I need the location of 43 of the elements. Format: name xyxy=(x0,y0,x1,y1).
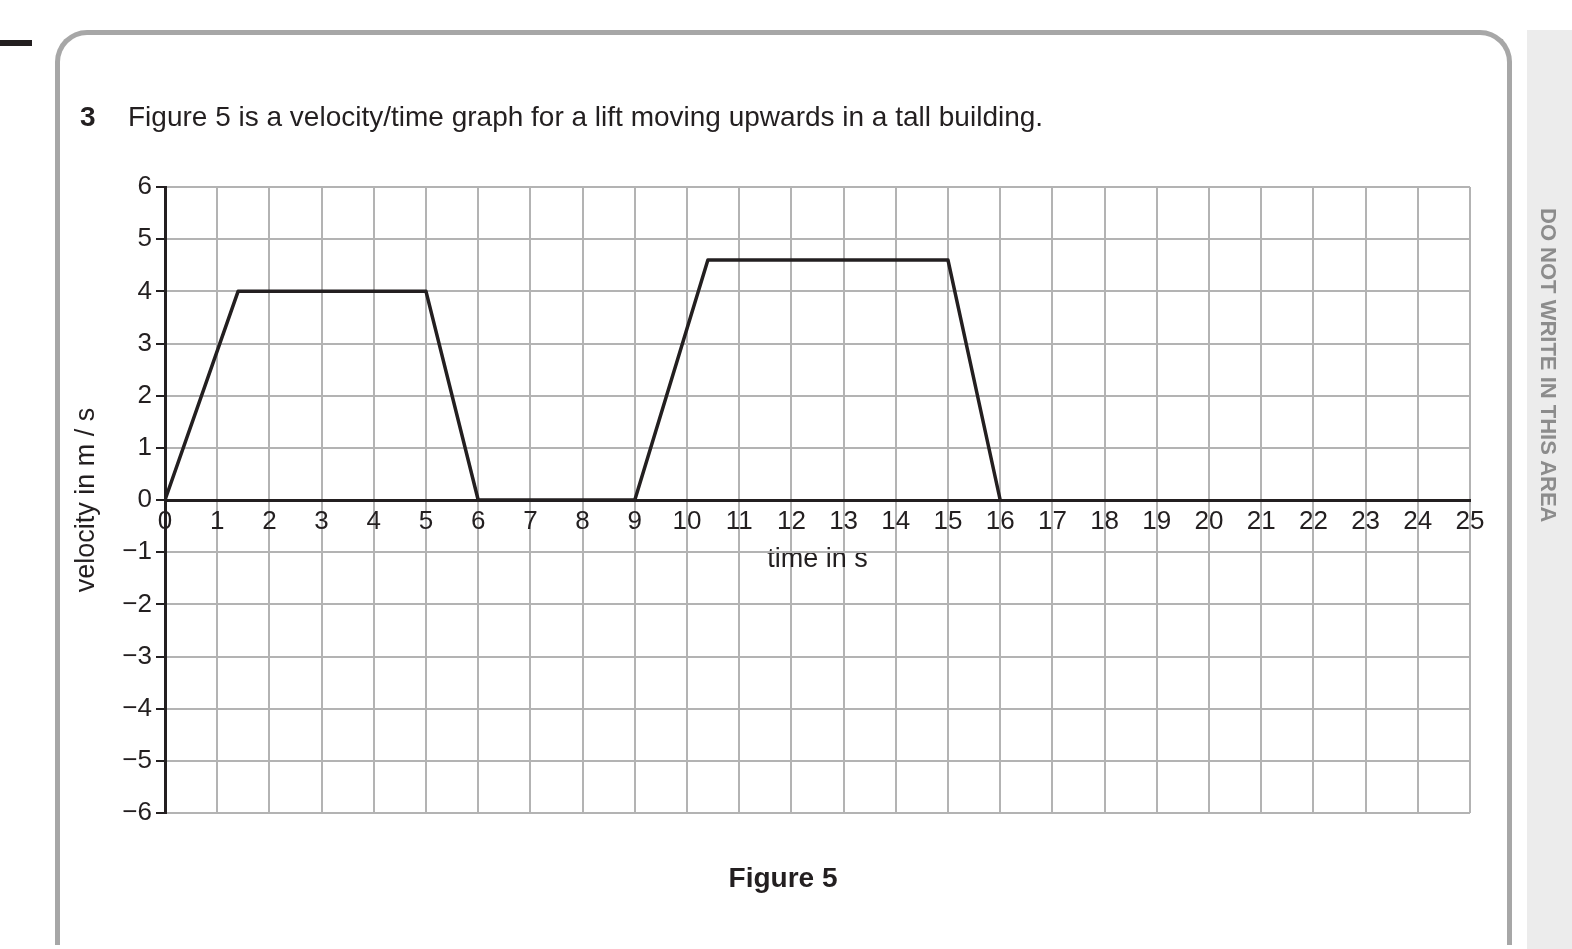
y-tick-label: 0 xyxy=(137,483,152,514)
text: 3 xyxy=(80,101,96,134)
x-tick-label: 14 xyxy=(881,504,911,535)
y-tick-label: 4 xyxy=(137,274,152,305)
x-tick-label: 17 xyxy=(1037,504,1067,535)
y-tick-label: −5 xyxy=(122,744,152,775)
y-tick-label: −6 xyxy=(122,796,152,827)
x-tick-label: 15 xyxy=(933,504,963,535)
x-tick-label: 8 xyxy=(575,504,590,535)
x-tick-label: 5 xyxy=(418,504,434,535)
x-tick-label: 12 xyxy=(776,504,806,535)
x-tick-label: 25 xyxy=(1455,504,1485,535)
y-tick-label: −1 xyxy=(122,535,152,566)
y-tick-label: −4 xyxy=(122,691,152,722)
x-tick-label: 21 xyxy=(1246,504,1276,535)
y-tick-label: 2 xyxy=(137,378,152,409)
x-tick-label: 6 xyxy=(470,504,486,535)
x-tick-label: 1 xyxy=(209,504,225,535)
x-tick-label: 18 xyxy=(1090,504,1120,535)
y-axis-title: velocity in m / s xyxy=(69,407,100,593)
chart-title: Figure 5 is a velocity/time graph for a lift moving upwards in a tall building. xyxy=(128,101,1044,134)
x-tick-label: 13 xyxy=(829,504,859,535)
y-tick-label: −2 xyxy=(122,587,152,618)
x-tick-label: 19 xyxy=(1142,504,1172,535)
y-tick-label: 6 xyxy=(137,170,152,201)
x-tick-label: 10 xyxy=(672,504,702,535)
x-tick-label: 7 xyxy=(523,504,538,535)
caption: Figure 5 xyxy=(728,862,838,895)
x-tick-label: 24 xyxy=(1403,504,1433,535)
x-tick-label: 2 xyxy=(262,504,277,535)
x-tick-label: 23 xyxy=(1351,504,1381,535)
y-tick-label: −3 xyxy=(122,639,152,670)
y-tick-label: 1 xyxy=(137,431,152,462)
x-tick-label: 22 xyxy=(1298,504,1328,535)
x-tick-label: 9 xyxy=(627,504,643,535)
x-tick-label: 16 xyxy=(985,504,1015,535)
text: DO NOT WRITE IN THIS AREA xyxy=(1536,208,1562,523)
x-tick-label: 11 xyxy=(725,504,753,535)
x-tick-label: 20 xyxy=(1194,504,1224,535)
x-tick-label: 4 xyxy=(366,504,382,535)
y-tick-label: 3 xyxy=(137,326,152,357)
y-tick-label: 5 xyxy=(137,222,152,253)
x-tick-label: 3 xyxy=(314,504,329,535)
